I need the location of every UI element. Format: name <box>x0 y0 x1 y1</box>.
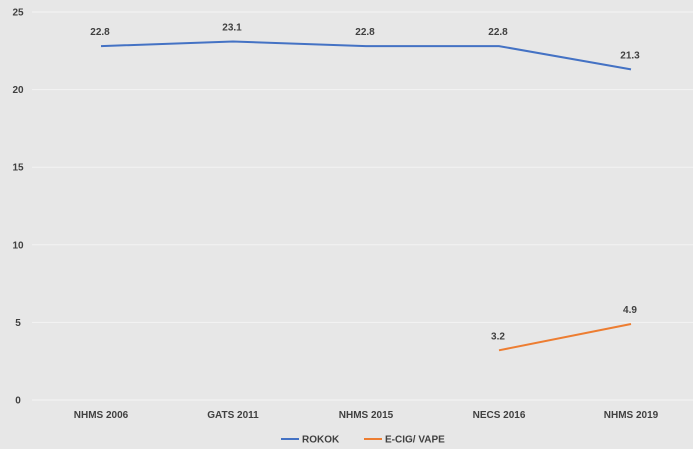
data-label: 22.8 <box>355 27 375 38</box>
y-tick-label: 0 <box>15 396 21 407</box>
x-axis-ticks: NHMS 2006 GATS 2011 NHMS 2015 NECS 2016 NHMS… <box>74 410 659 421</box>
series-line-e-cig-vape <box>498 323 632 352</box>
y-tick-label: 10 <box>12 240 24 251</box>
y-tick-label: 20 <box>12 85 24 96</box>
y-axis-ticks: 0 5 10 15 20 25 <box>12 8 24 407</box>
x-tick-label: GATS 2011 <box>207 410 259 421</box>
y-tick-label: 5 <box>15 318 21 329</box>
x-tick-label: NHMS 2015 <box>339 410 394 421</box>
series-lines <box>100 40 632 352</box>
data-label: 22.8 <box>488 27 508 38</box>
data-labels: 22.8 23.1 22.8 22.8 21.3 3.2 4.9 <box>90 22 640 342</box>
x-tick-label: NECS 2016 <box>473 410 526 421</box>
data-label: 4.9 <box>623 305 637 316</box>
grid-lines <box>32 11 693 401</box>
data-label: 21.3 <box>620 50 640 61</box>
data-label: 23.1 <box>222 22 242 33</box>
legend: ROKOK E-CIG/ VAPE <box>281 435 445 446</box>
x-tick-label: NHMS 2019 <box>604 410 659 421</box>
x-tick-label: NHMS 2006 <box>74 410 129 421</box>
legend-label: ROKOK <box>302 435 340 446</box>
y-tick-label: 25 <box>12 8 24 19</box>
data-label: 22.8 <box>90 27 110 38</box>
y-tick-label: 15 <box>12 163 24 174</box>
data-label: 3.2 <box>491 331 505 342</box>
series-line-rokok <box>100 40 632 71</box>
legend-label: E-CIG/ VAPE <box>385 435 445 446</box>
